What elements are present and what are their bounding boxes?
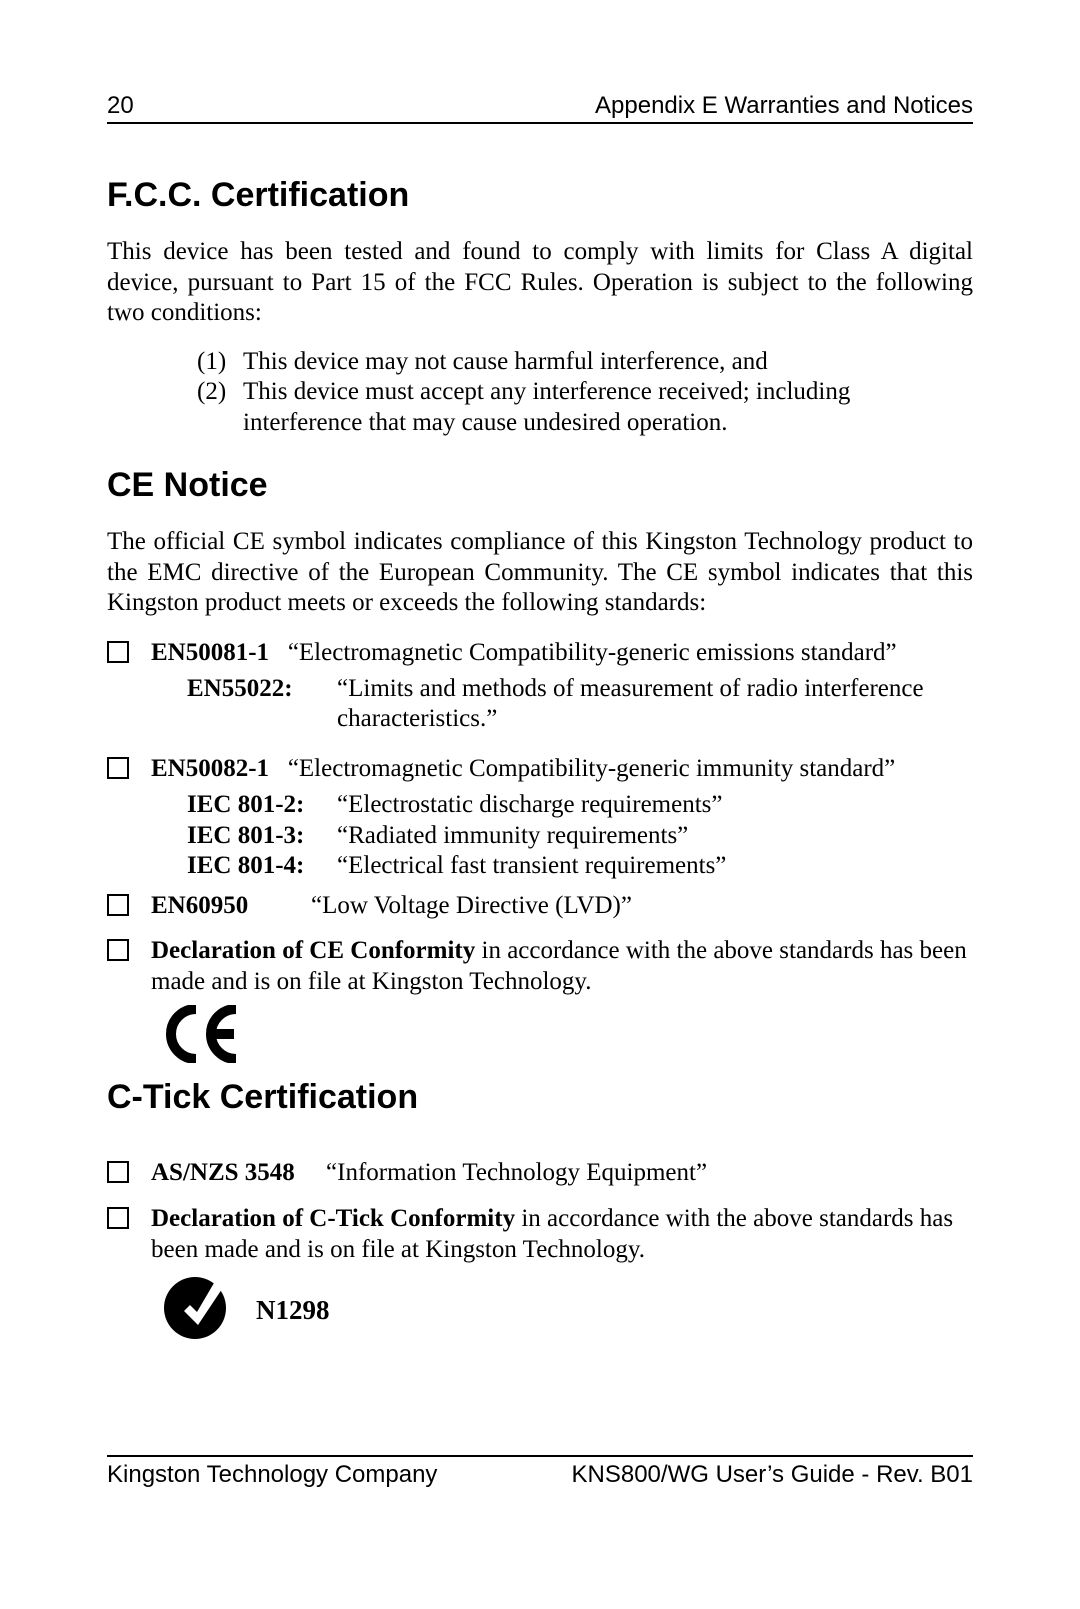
- checkbox-icon: [107, 939, 129, 961]
- fcc-item-1-num: (1): [197, 347, 243, 378]
- iec8014-desc: “Electrical fast transient requirements”: [337, 851, 973, 882]
- en50081-label: EN50081-1: [151, 637, 269, 668]
- ctick-declaration: Declaration of C-Tick Conformity in acco…: [107, 1203, 973, 1266]
- ce-declaration-bold: Declaration of CE Conformity: [151, 935, 475, 966]
- en55022-desc: “Limits and methods of measurement of ra…: [337, 674, 973, 735]
- iec8014-row: IEC 801-4: “Electrical fast transient re…: [187, 851, 973, 882]
- ctick-mark-block: N1298: [162, 1275, 973, 1346]
- page-header: 20 Appendix E Warranties and Notices: [107, 92, 973, 124]
- fcc-item-1: (1) This device may not cause harmful in…: [197, 347, 973, 378]
- checkbox-icon: [107, 1207, 129, 1229]
- ctick-list: AS/NZS 3548 “Information Technology Equi…: [107, 1157, 973, 1265]
- en60950-desc: “Low Voltage Directive (LVD)”: [311, 892, 632, 919]
- fcc-list: (1) This device may not cause harmful in…: [197, 347, 973, 439]
- fcc-item-2-text: This device must accept any interference…: [243, 377, 973, 438]
- en50081-desc: “Electromagnetic Compatibility-generic e…: [288, 639, 897, 666]
- iec8013-row: IEC 801-3: “Radiated immunity requiremen…: [187, 821, 973, 852]
- footer-left: Kingston Technology Company: [107, 1461, 437, 1489]
- fcc-item-1-text: This device may not cause harmful interf…: [243, 347, 973, 378]
- en55022-label: EN55022:: [187, 674, 337, 735]
- ce-en50081: EN50081-1 “Electromagnetic Compatibility…: [107, 637, 973, 668]
- en55022-row: EN55022: “Limits and methods of measurem…: [187, 674, 973, 735]
- ce-intro: The official CE symbol indicates complia…: [107, 527, 973, 619]
- en60950-label: EN60950: [151, 890, 311, 921]
- page-number: 20: [107, 92, 134, 120]
- iec8012-row: IEC 801-2: “Electrostatic discharge requ…: [187, 790, 973, 821]
- ce-en60950: EN60950“Low Voltage Directive (LVD)”: [107, 890, 973, 921]
- ce-declaration: Declaration of CE Conformity in accordan…: [107, 935, 973, 998]
- iec8013-desc: “Radiated immunity requirements”: [337, 821, 973, 852]
- ctick-code: N1298: [256, 1295, 330, 1326]
- fcc-heading: F.C.C. Certification: [107, 176, 973, 215]
- ce-en50082: EN50082-1 “Electromagnetic Compatibility…: [107, 753, 973, 784]
- iec8013-label: IEC 801-3:: [187, 821, 337, 852]
- fcc-item-2-num: (2): [197, 377, 243, 438]
- ctick-asnzs: AS/NZS 3548 “Information Technology Equi…: [107, 1157, 973, 1188]
- checkbox-icon: [107, 757, 129, 779]
- iec8012-label: IEC 801-2:: [187, 790, 337, 821]
- en50082-desc: “Electromagnetic Compatibility-generic i…: [288, 755, 895, 782]
- en50082-label: EN50082-1: [151, 753, 269, 784]
- ctick-declaration-bold: Declaration of C-Tick Conformity: [151, 1203, 515, 1234]
- checkbox-icon: [107, 641, 129, 663]
- fcc-item-2: (2) This device must accept any interfer…: [197, 377, 973, 438]
- iec8012-desc: “Electrostatic discharge requirements”: [337, 790, 973, 821]
- asnzs-label: AS/NZS 3548: [151, 1157, 295, 1188]
- page-footer: Kingston Technology Company KNS800/WG Us…: [107, 1455, 973, 1489]
- ce-standards-list: EN50081-1 “Electromagnetic Compatibility…: [107, 637, 973, 998]
- checkbox-icon: [107, 894, 129, 916]
- ctick-mark-icon: [162, 1275, 228, 1346]
- ce-heading: CE Notice: [107, 466, 973, 505]
- ctick-heading: C-Tick Certification: [107, 1078, 973, 1117]
- iec8014-label: IEC 801-4:: [187, 851, 337, 882]
- checkbox-icon: [107, 1161, 129, 1183]
- fcc-intro: This device has been tested and found to…: [107, 237, 973, 329]
- footer-right: KNS800/WG User’s Guide - Rev. B01: [572, 1461, 973, 1489]
- ce-mark-icon: [162, 1005, 973, 1068]
- asnzs-desc: “Information Technology Equipment”: [326, 1159, 707, 1186]
- header-section: Appendix E Warranties and Notices: [595, 92, 973, 120]
